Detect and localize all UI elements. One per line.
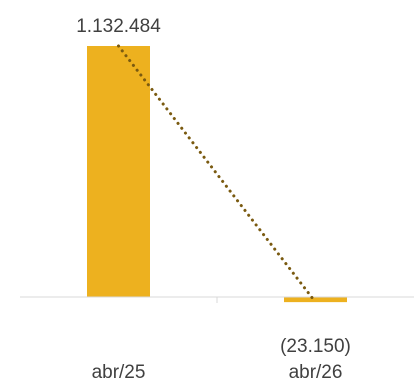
x-tick-label-abr/26: abr/26	[289, 362, 343, 382]
trendline	[117, 44, 317, 304]
data-label-abr/25: 1.132.484	[76, 16, 161, 37]
bar-abr/25	[87, 46, 150, 297]
x-tick-label-abr/25: abr/25	[92, 362, 146, 382]
labels: 1.132.484 (23.150) abr/25 abr/26	[76, 16, 351, 382]
bar-abr/26	[284, 297, 347, 303]
bars	[87, 46, 347, 303]
data-label-abr/26: (23.150)	[280, 336, 351, 357]
